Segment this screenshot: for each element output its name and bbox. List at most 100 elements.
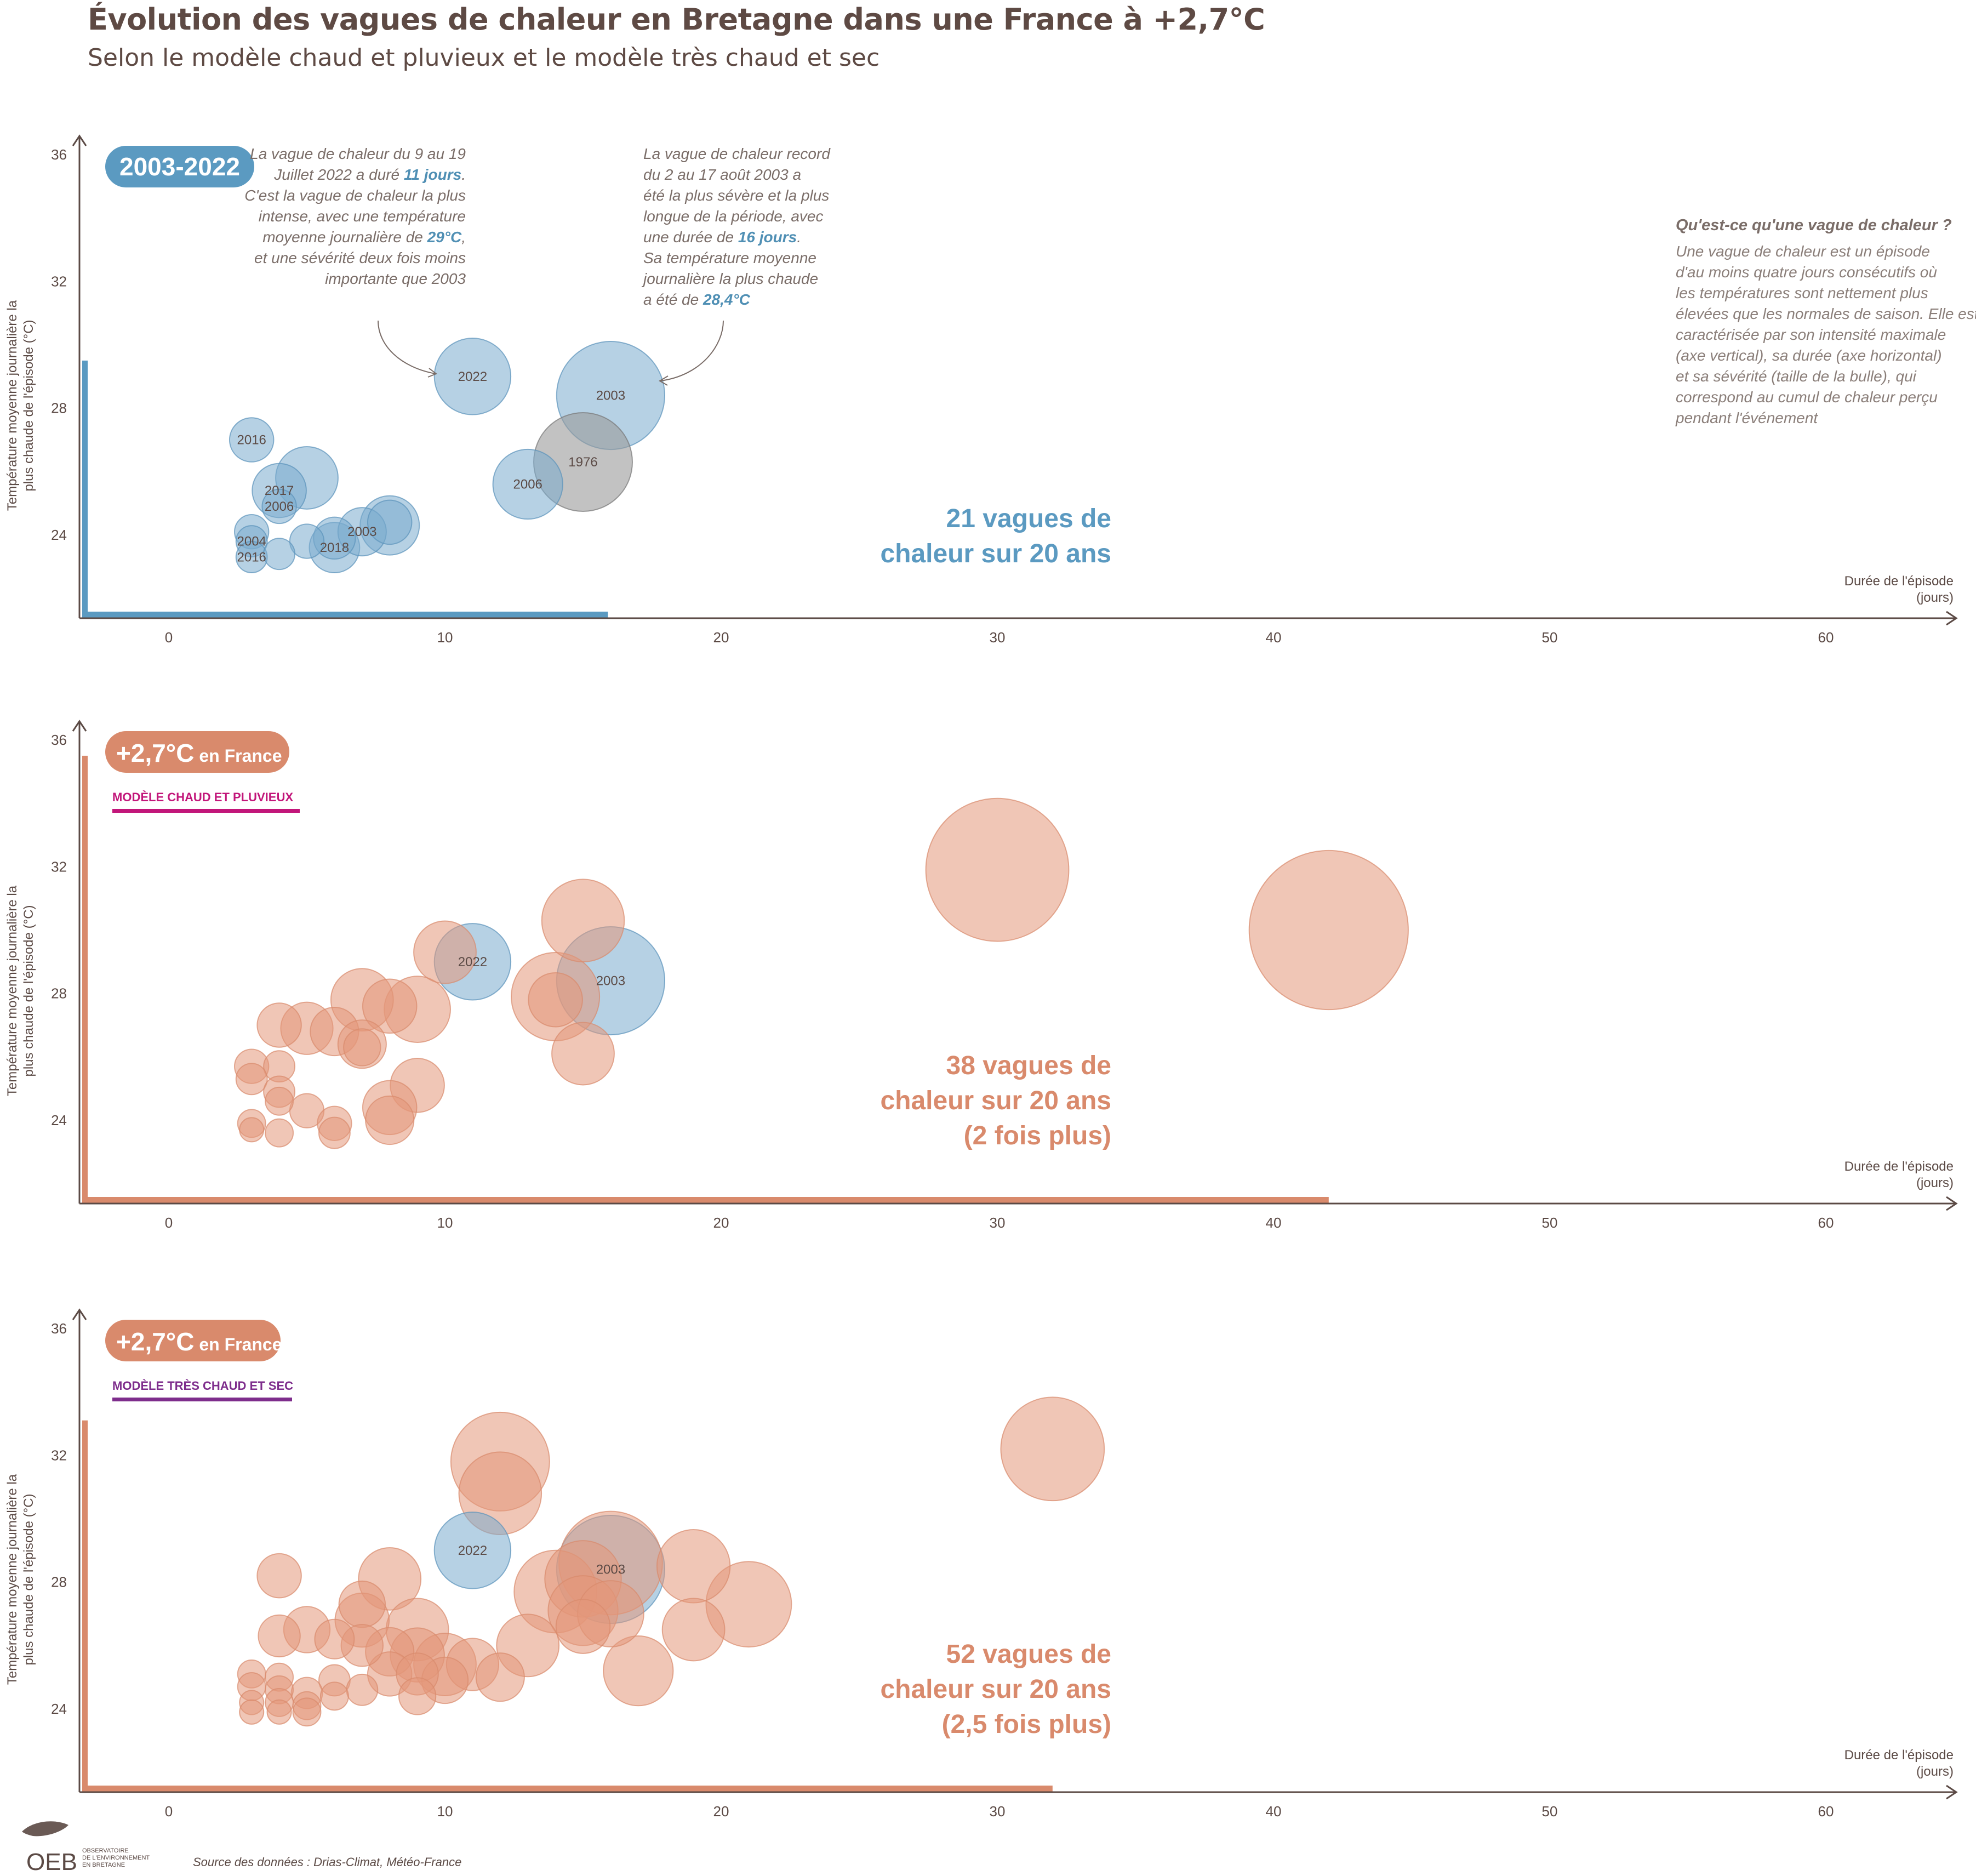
bubble-label: 1976: [568, 455, 597, 470]
annotation-text: .: [797, 229, 801, 246]
bubble-heatwave: [365, 1095, 415, 1145]
bubble-heatwave: [289, 523, 325, 559]
bubble-heatwave: [292, 1697, 322, 1727]
y-tick-label: 28: [51, 1574, 67, 1590]
bubble-heatwave: [1248, 849, 1409, 1011]
bubble-heatwave: [265, 1118, 294, 1148]
definition-line: et sa sévérité (taille de la bulle), qui: [1676, 368, 1917, 385]
bubble-heatwave: [343, 1028, 381, 1067]
bubble-label: 2006: [265, 499, 294, 514]
scenario-badge-suffix: en France: [194, 1335, 282, 1354]
annotation-text: une durée de: [643, 229, 738, 246]
x-axis-title-line2: (jours): [1916, 1176, 1954, 1190]
x-tick-label: 10: [437, 629, 453, 646]
annotation-2022-line: La vague de chaleur du 9 au 19: [250, 145, 466, 162]
y-max-bar: [82, 1420, 88, 1792]
annotation-text: ,: [461, 229, 466, 246]
annotation-text: et une sévérité deux fois moins: [254, 249, 466, 266]
y-axis-title-line2: plus chaude de l'épisode (°C): [21, 905, 36, 1076]
period-badge: [105, 146, 254, 187]
y-max-bar: [82, 360, 88, 618]
bubble-label: 2022: [458, 369, 487, 384]
y-axis-title-line1: Température moyenne journalière la: [5, 885, 20, 1096]
definition-line: les températures sont nettement plus: [1676, 284, 1928, 301]
x-tick-label: 40: [1266, 1803, 1282, 1820]
x-tick-label: 40: [1266, 629, 1282, 646]
annotation-2003-line: La vague de chaleur record: [643, 145, 831, 162]
annotation-highlight: 29°C: [427, 229, 462, 246]
annotation-arrow-2003: [660, 320, 724, 381]
x-tick-label: 60: [1818, 629, 1834, 646]
x-axis-arrow: [1946, 1784, 1958, 1800]
bubble-heatwave: [256, 1553, 302, 1599]
annotation-2022-line: importante que 2003: [325, 270, 466, 287]
bubble-label: 2016: [237, 433, 266, 448]
waves-count-line: chaleur sur 20 ans: [880, 539, 1111, 568]
y-axis-title: Température moyenne journalière la plus c…: [5, 1474, 36, 1685]
x-tick-label: 60: [1818, 1214, 1834, 1231]
annotation-text: La vague de chaleur record: [643, 145, 831, 162]
y-axis-arrow: [72, 1308, 87, 1320]
bubble-2022: [433, 338, 512, 415]
annotation-2003-line: une durée de 16 jours.: [643, 229, 801, 246]
annotation-highlight: 28,4°C: [703, 291, 751, 308]
scenario-badge: [105, 731, 289, 773]
period-badge-label: 2003-2022: [119, 152, 240, 181]
annotation-2022-line: intense, avec une température: [259, 208, 466, 225]
annotation-text: Sa température moyenne: [643, 249, 816, 266]
annotation-2003-line: du 2 au 17 août 2003 a: [643, 166, 801, 183]
bubble-heatwave: [239, 1699, 265, 1725]
bubble-heatwave: [266, 1699, 292, 1725]
bubble-heatwave: [925, 797, 1070, 942]
annotation-highlight: 16 jours: [738, 229, 797, 246]
bubble-heatwave: [475, 1652, 525, 1702]
bubble-label: 2022: [458, 1543, 487, 1558]
annotation-2022-line: moyenne journalière de 29°C,: [262, 229, 466, 246]
bubble-label: 2004: [237, 534, 266, 549]
y-axis-title: Température moyenne journalière la plus c…: [5, 885, 36, 1096]
annotation-text: .: [461, 166, 466, 183]
annotation-2003-line: a été de 28,4°C: [643, 291, 751, 308]
definition-line: Une vague de chaleur est un épisode: [1676, 243, 1930, 260]
annotation-text: C'est la vague de chaleur la plus: [244, 187, 466, 204]
bubble-label: 2003: [596, 389, 625, 403]
bubble-2006: [261, 488, 297, 524]
annotation-2022-line: C'est la vague de chaleur la plus: [244, 187, 466, 204]
waves-count-line: (2,5 fois plus): [942, 1710, 1111, 1739]
bubble-heatwave: [319, 1681, 349, 1711]
model-underline: [112, 809, 300, 813]
logo-line3: EN BRETAGNE: [82, 1862, 125, 1868]
y-tick-label: 32: [51, 1447, 67, 1463]
x-tick-label: 20: [713, 1803, 729, 1820]
y-axis-title-line2: plus chaude de l'épisode (°C): [21, 320, 36, 491]
annotation-text: intense, avec une température: [259, 208, 466, 225]
annotation-2003-line: journalière la plus chaude: [641, 270, 818, 287]
y-axis-title-line2: plus chaude de l'épisode (°C): [21, 1493, 36, 1665]
data-source: Source des données : Drias-Climat, Météo…: [193, 1855, 461, 1869]
bubble-heatwave: [265, 1086, 294, 1116]
definition-line: caractérisée par son intensité maximale: [1676, 326, 1946, 343]
waves-count-line: 52 vagues de: [946, 1640, 1112, 1669]
definition-line: d'au moins quatre jours consécutifs où: [1676, 264, 1937, 281]
annotation-text: moyenne journalière de: [262, 229, 427, 246]
bubble-label: 2003: [347, 524, 376, 539]
scenario-badge: [105, 1320, 281, 1361]
y-tick-label: 32: [51, 858, 67, 875]
bubble-label: 2018: [320, 540, 349, 555]
bubble-heatwave: [541, 879, 625, 962]
y-tick-label: 24: [51, 527, 67, 543]
annotation-arrowhead-2022: [427, 368, 438, 378]
definition-line: (axe vertical), sa durée (axe horizontal…: [1676, 347, 1942, 364]
x-tick-label: 50: [1542, 629, 1558, 646]
page-subtitle: Selon le modèle chaud et pluvieux et le …: [88, 44, 880, 72]
bubble-heatwave: [263, 538, 296, 571]
x-tick-label: 0: [165, 629, 173, 646]
model-underline: [112, 1398, 292, 1401]
x-tick-label: 60: [1818, 1803, 1834, 1820]
x-tick-label: 30: [990, 629, 1006, 646]
x-max-bar: [82, 612, 608, 618]
x-max-bar: [82, 1786, 1053, 1792]
